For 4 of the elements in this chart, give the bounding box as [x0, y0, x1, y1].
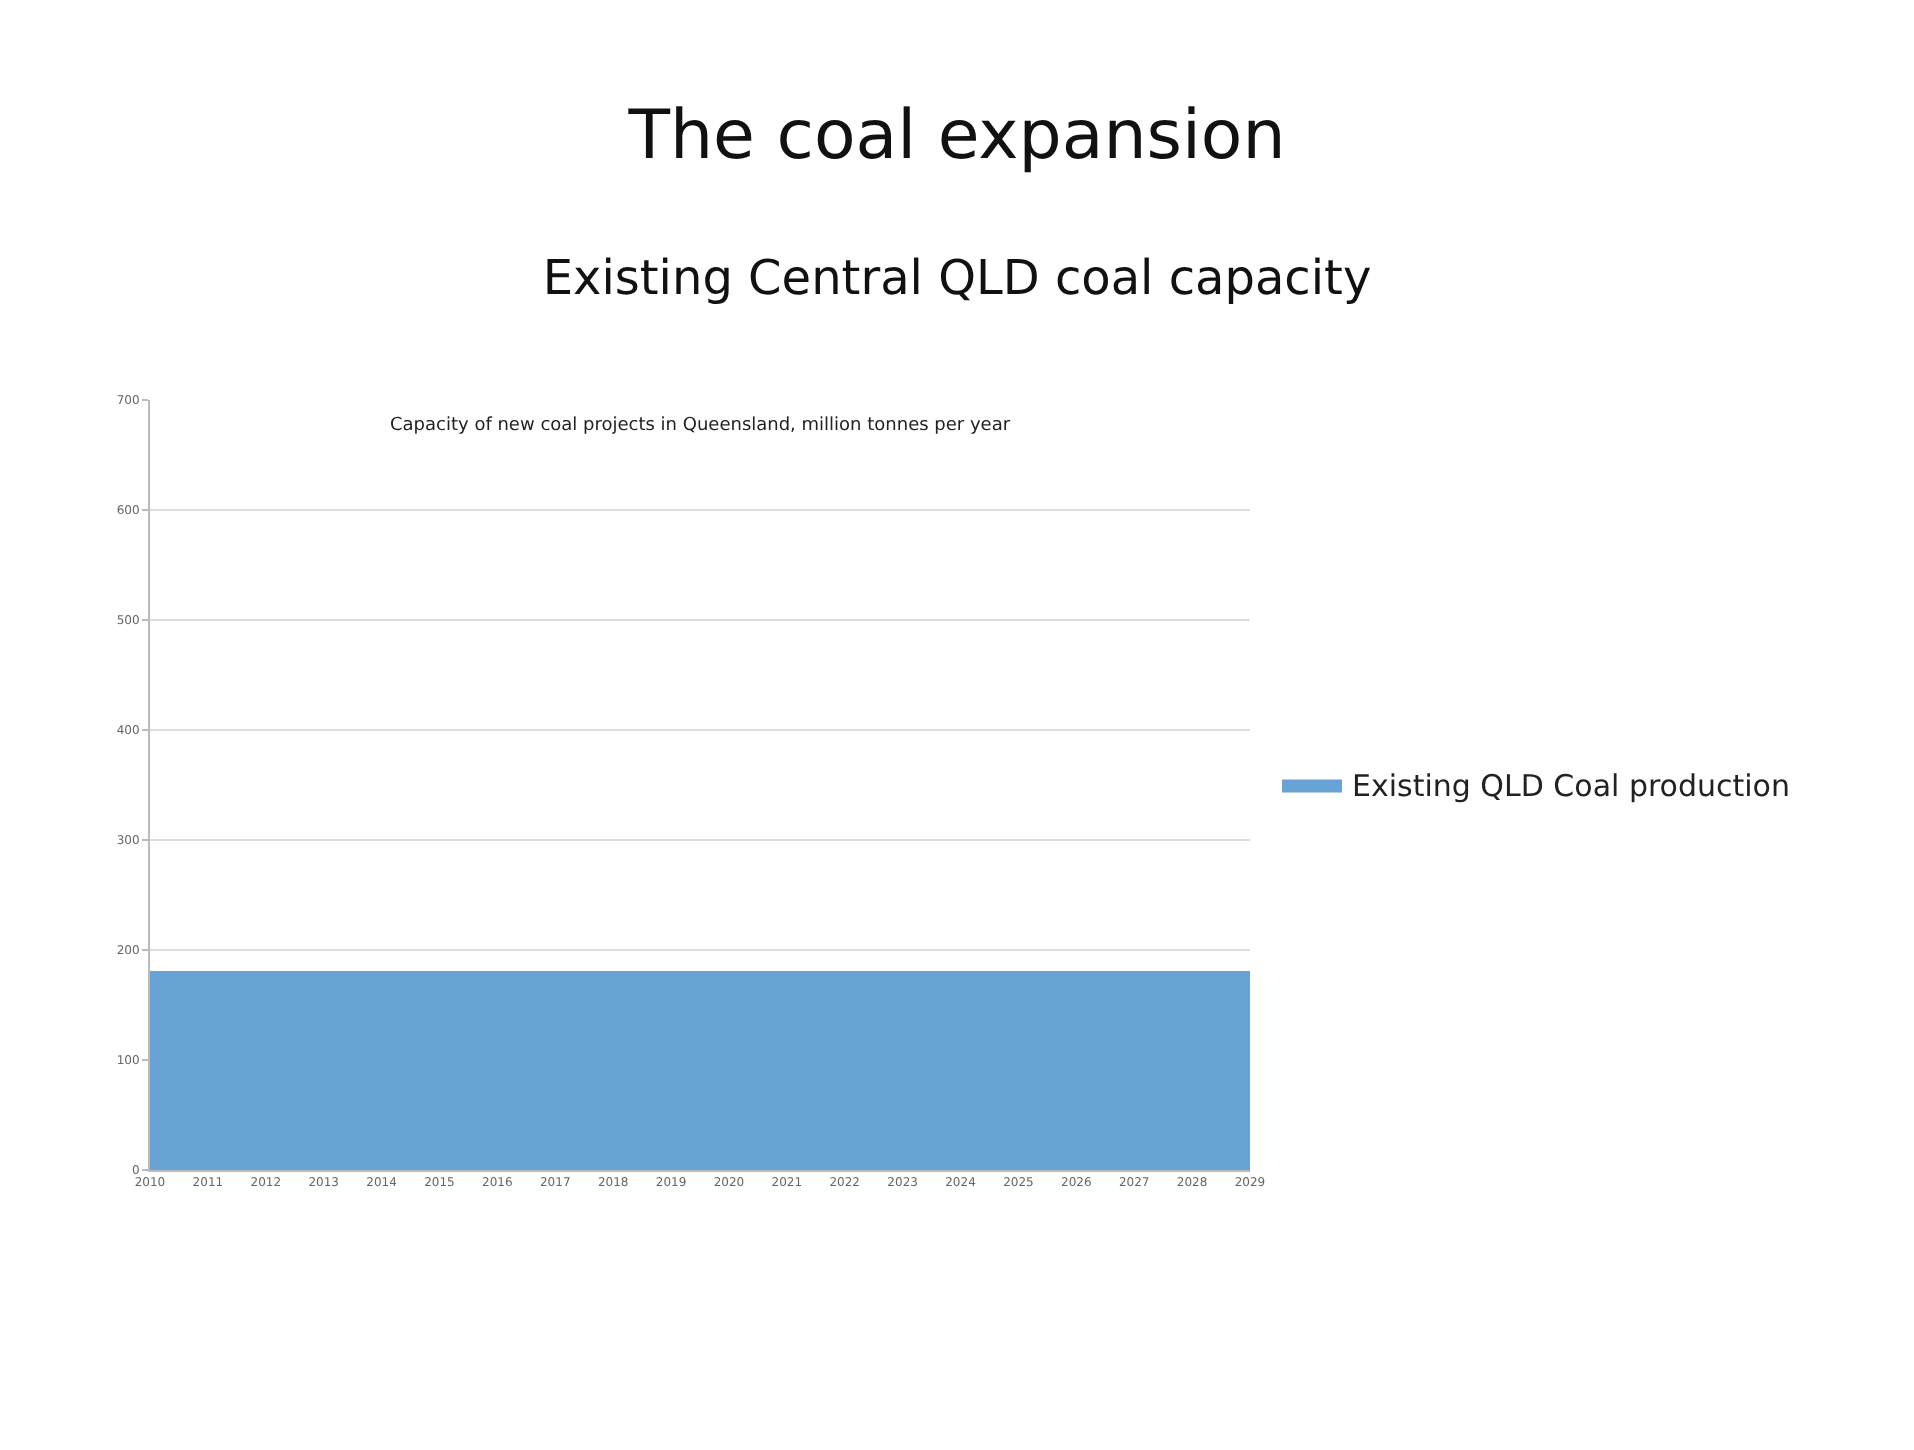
- legend-label: Existing QLD Coal production: [1352, 768, 1790, 805]
- chart-title: The coal expansion: [626, 96, 1288, 176]
- chart-subtitle: Existing Central QLD coal capacity: [540, 250, 1374, 306]
- annotation: Capacity of new coal projects in Queensland, million tonnes per year: [390, 416, 1011, 436]
